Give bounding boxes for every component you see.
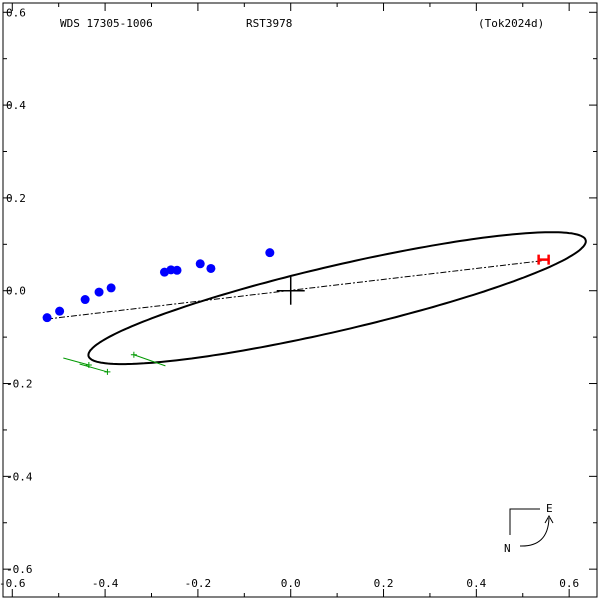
y-tick-label: 0.4 [6, 99, 26, 112]
compass-arrow-head [544, 514, 554, 524]
y-tick-label: -0.6 [6, 563, 33, 576]
compass-bracket [509, 508, 540, 535]
residual-line [79, 363, 108, 373]
compass-arrow-arc [519, 517, 550, 547]
observation-point [206, 263, 216, 273]
x-tick-label: 0.0 [281, 577, 301, 590]
axis-ticks [3, 3, 597, 597]
y-tick-label: 0.0 [6, 285, 26, 298]
x-tick-label: 0.4 [466, 577, 486, 590]
observation-point [80, 295, 90, 305]
x-tick-label: -0.2 [185, 577, 212, 590]
observation-point [172, 265, 182, 275]
observation-point [42, 313, 52, 323]
x-tick-label: 0.6 [559, 577, 579, 590]
y-tick-label: -0.4 [6, 470, 33, 483]
observation-point [94, 287, 104, 297]
residual-line [63, 357, 89, 366]
observation-point [55, 306, 65, 316]
residual-line [133, 354, 166, 367]
residual-layer [63, 351, 166, 375]
observation-point [195, 259, 205, 269]
header-left: WDS 17305-1006 [60, 17, 153, 30]
observation-point [106, 283, 116, 293]
observation-point [265, 248, 275, 258]
line-of-nodes [47, 260, 544, 320]
orbit-layer [47, 231, 587, 366]
plus-observation [130, 351, 137, 358]
x-tick-label: 0.2 [374, 577, 394, 590]
compass-rose: E N [504, 502, 554, 555]
y-tick-label: 0.6 [6, 6, 26, 19]
observation-layer [42, 248, 275, 323]
compass-north-label: N [504, 542, 511, 555]
header-right: (Tok2024d) [478, 17, 544, 30]
periastron-marker [537, 254, 550, 265]
orbit-ellipse [87, 231, 587, 366]
axis-tick-labels: -0.6 -0.4 -0.2 0.0 0.2 0.4 0.6 0.6 0.4 0.2 0.0 -0.2… [0, 6, 579, 590]
plus-observation [104, 368, 111, 375]
plot-frame [2, 2, 598, 598]
header-center: RST3978 [246, 17, 292, 30]
y-tick-label: -0.2 [6, 378, 33, 391]
compass-east-label: E [546, 502, 553, 515]
x-tick-label: -0.6 [0, 577, 26, 590]
x-tick-label: -0.4 [92, 577, 119, 590]
y-tick-label: 0.2 [6, 192, 26, 205]
